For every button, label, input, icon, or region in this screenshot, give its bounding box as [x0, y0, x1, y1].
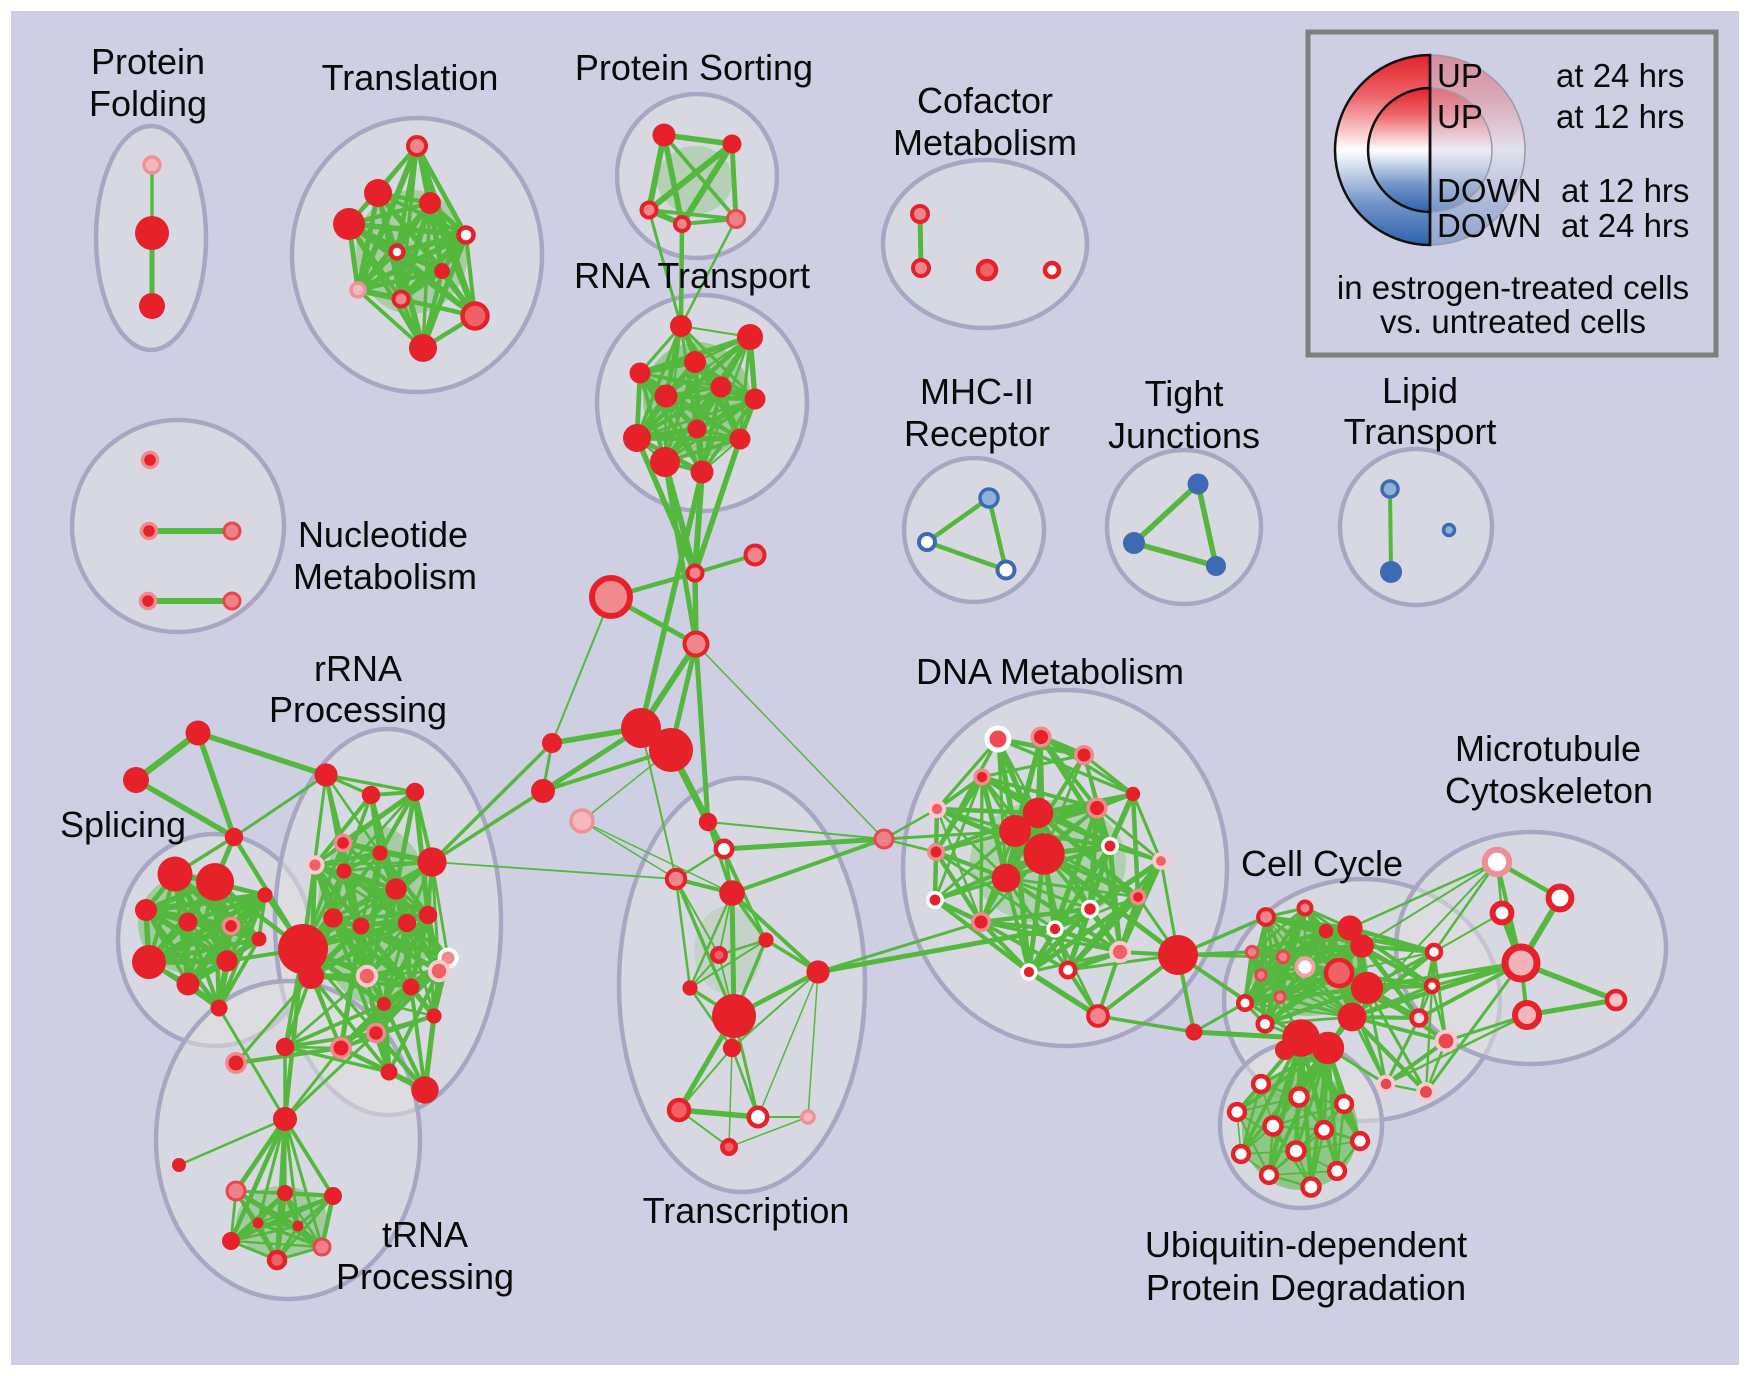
svg-text:Protein Sorting: Protein Sorting — [575, 47, 813, 88]
svg-text:Transcription: Transcription — [643, 1190, 850, 1231]
svg-text:Receptor: Receptor — [904, 413, 1050, 454]
svg-text:UP: UP — [1437, 98, 1483, 135]
svg-text:Processing: Processing — [336, 1256, 514, 1297]
svg-text:Transport: Transport — [1344, 411, 1497, 452]
svg-text:DOWN: DOWN — [1437, 207, 1541, 244]
svg-text:vs. untreated cells: vs. untreated cells — [1380, 303, 1646, 340]
svg-text:Junctions: Junctions — [1108, 415, 1260, 456]
svg-text:MHC-II: MHC-II — [920, 371, 1034, 412]
svg-text:at 24 hrs: at 24 hrs — [1561, 207, 1689, 244]
svg-text:DOWN: DOWN — [1437, 172, 1541, 209]
svg-text:at 12 hrs: at 12 hrs — [1556, 98, 1684, 135]
svg-text:Folding: Folding — [89, 83, 207, 124]
svg-text:RNA Transport: RNA Transport — [574, 255, 810, 296]
svg-text:rRNA: rRNA — [314, 648, 402, 689]
svg-text:Protein: Protein — [91, 41, 205, 82]
svg-text:Cytoskeleton: Cytoskeleton — [1445, 770, 1653, 811]
svg-text:in estrogen-treated cells: in estrogen-treated cells — [1337, 269, 1689, 306]
svg-text:Metabolism: Metabolism — [293, 556, 477, 597]
svg-text:Cofactor: Cofactor — [917, 80, 1053, 121]
svg-text:Nucleotide: Nucleotide — [298, 514, 468, 555]
svg-text:Splicing: Splicing — [60, 804, 186, 845]
svg-text:Cell Cycle: Cell Cycle — [1241, 843, 1403, 884]
svg-text:tRNA: tRNA — [382, 1214, 468, 1255]
svg-text:Lipid: Lipid — [1382, 370, 1458, 411]
svg-text:at 24 hrs: at 24 hrs — [1556, 57, 1684, 94]
svg-text:Processing: Processing — [269, 689, 447, 730]
svg-text:UP: UP — [1437, 57, 1483, 94]
svg-text:Tight: Tight — [1145, 373, 1224, 414]
svg-text:Translation: Translation — [322, 57, 499, 98]
svg-text:at 12 hrs: at 12 hrs — [1561, 172, 1689, 209]
svg-text:Ubiquitin-dependent: Ubiquitin-dependent — [1145, 1224, 1467, 1265]
svg-text:DNA Metabolism: DNA Metabolism — [916, 651, 1184, 692]
svg-text:Metabolism: Metabolism — [893, 122, 1077, 163]
svg-text:Protein Degradation: Protein Degradation — [1146, 1267, 1466, 1308]
svg-text:Microtubule: Microtubule — [1455, 728, 1641, 769]
